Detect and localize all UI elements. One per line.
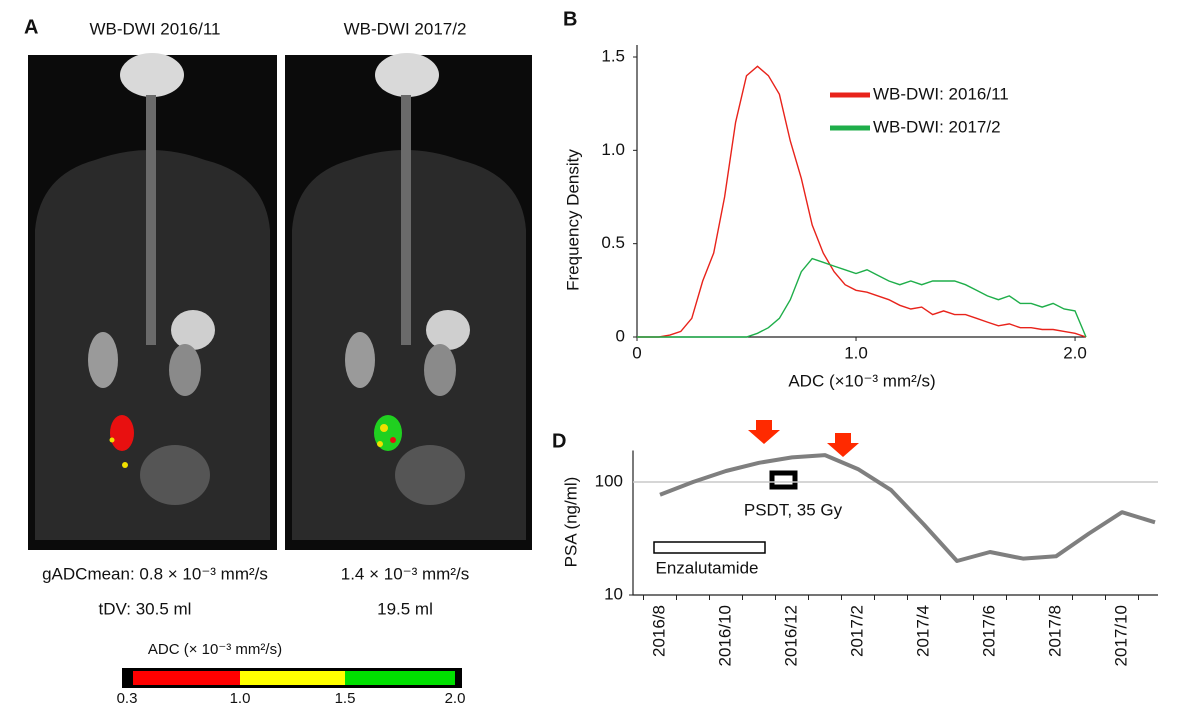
- x-tick-label: 2017/4: [913, 605, 932, 657]
- enzalutamide-bar: [653, 541, 766, 554]
- legend-label: WB-DWI: 2017/2: [873, 117, 1001, 136]
- legend-label: WB-DWI: 2016/11: [873, 84, 1009, 103]
- x-tick-label: 2017/2: [847, 605, 866, 657]
- adc-mean: gADCmean: 0.8 × 10⁻³ mm²/s: [42, 564, 268, 583]
- x-tick-label: 2016/8: [649, 605, 668, 657]
- tdv: tDV: 30.5 ml: [99, 599, 192, 618]
- colorbar-tick: 2.0: [445, 690, 466, 707]
- panel-label: D: [552, 430, 566, 452]
- mri-image: [285, 53, 532, 550]
- treatment-arrow: [827, 433, 859, 457]
- colorbar-tick: 1.5: [335, 690, 356, 707]
- panel-label: B: [563, 8, 577, 30]
- x-tick-label: 1.0: [844, 343, 868, 362]
- y-tick-label: 0: [616, 326, 625, 345]
- psdt-bar: [769, 470, 798, 490]
- mri-image: [28, 53, 277, 550]
- y-tick-label: 100: [595, 471, 623, 490]
- annotation: Enzalutamide: [655, 558, 758, 577]
- colorbar: [122, 668, 462, 688]
- x-tick-label: 0: [632, 343, 641, 362]
- x-tick-label: 2016/12: [781, 605, 800, 666]
- y-tick-label: 1.5: [601, 46, 625, 65]
- x-tick-label: 2.0: [1063, 343, 1087, 362]
- data-line: [637, 257, 1087, 338]
- y-tick-label: 0.5: [601, 233, 625, 252]
- x-tick-label: 2016/10: [715, 605, 734, 666]
- x-tick-label: 2017/10: [1111, 605, 1130, 666]
- y-axis-label: Frequency Density: [563, 149, 582, 291]
- colorbar-tick: 0.3: [117, 690, 138, 707]
- y-tick-label: 1.0: [601, 140, 625, 159]
- image-title: WB-DWI 2017/2: [344, 19, 467, 38]
- x-tick-label: 2017/8: [1045, 605, 1064, 657]
- x-axis-label: ADC (×10⁻³ mm²/s): [788, 371, 935, 390]
- data-line: [637, 65, 1087, 338]
- x-tick-label: 2017/6: [979, 605, 998, 657]
- tdv: 19.5 ml: [377, 599, 433, 618]
- adc-mean: 1.4 × 10⁻³ mm²/s: [341, 564, 469, 583]
- y-tick-label: 10: [604, 584, 623, 603]
- data-line: [659, 453, 1156, 563]
- axis: [636, 45, 1086, 338]
- colorbar-tick: 1.0: [230, 690, 251, 707]
- panel-label: A: [24, 16, 38, 38]
- colorbar-title: ADC (× 10⁻³ mm²/s): [148, 641, 282, 658]
- y-axis-label: PSA (ng/ml): [561, 477, 580, 568]
- image-title: WB-DWI 2016/11: [89, 19, 220, 38]
- annotation: PSDT, 35 Gy: [744, 500, 843, 519]
- treatment-arrow: [748, 420, 780, 444]
